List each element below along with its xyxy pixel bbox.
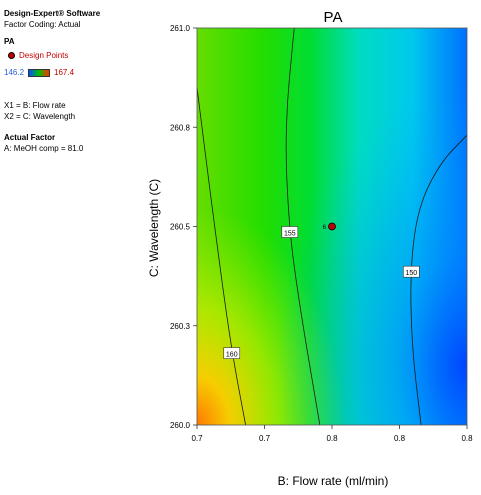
contour-label-text: 155: [284, 231, 296, 238]
contour-label-155: 155: [281, 226, 299, 238]
y-tick-label: 260.8: [170, 123, 191, 132]
scale-max: 167.4: [54, 68, 75, 77]
contour-label-160: 160: [223, 347, 241, 359]
color-scale-bar: [28, 68, 51, 77]
response-name: PA: [4, 37, 15, 46]
chart-title: PA: [324, 9, 343, 26]
design-points: 6: [323, 222, 336, 231]
y-tick-label: 260.0: [170, 421, 191, 430]
contour-label-text: 150: [405, 270, 417, 277]
contour-label-box: [402, 265, 420, 278]
x-tick-label: 0.8: [461, 434, 473, 443]
contour-label-box: [223, 347, 241, 359]
design-points-label: Design Points: [19, 51, 69, 60]
contour-line-150: [410, 134, 468, 426]
axes: 0.7 0.7 0.8 0.8 0.8 260.0 260.3 260.5 260.8 261.0: [170, 24, 473, 443]
scale-min: 146.2: [4, 68, 25, 77]
contour-label-box: [281, 226, 299, 238]
x-axis-label: B: Flow rate (ml/min): [278, 474, 389, 488]
x-tick-label: 0.8: [326, 434, 338, 443]
y-tick-label: 260.5: [170, 223, 191, 232]
x-tick-label: 0.7: [191, 434, 203, 443]
contour-label-text: 160: [226, 352, 238, 359]
factor-coding: Factor Coding: Actual: [4, 20, 81, 29]
software-name: Design-Expert® Software: [4, 9, 101, 18]
y-tick-label: 261.0: [170, 24, 191, 33]
y-tick-label: 260.3: [170, 322, 191, 331]
design-points-legend: Design Points: [8, 50, 154, 61]
contour-label-150: 150: [402, 265, 420, 278]
x-tick-label: 0.8: [394, 434, 406, 443]
x-tick-label: 0.7: [259, 434, 271, 443]
contour-line-155: [285, 27, 321, 426]
actual-factor-value: A: MeOH comp = 81.0: [4, 144, 84, 153]
contour-lines: 160 155 150: [196, 27, 468, 426]
color-scale: 146.2 167.4: [4, 67, 154, 78]
design-point-icon: [8, 52, 15, 59]
x1-definition: X1 = B: Flow rate: [4, 101, 66, 110]
design-point: [328, 222, 336, 231]
design-point-count: 6: [323, 225, 327, 231]
x2-definition: X2 = C: Wavelength: [4, 112, 76, 121]
y-axis-label: C: Wavelength (C): [147, 179, 161, 277]
sidebar: Design-Expert® Software Factor Coding: A…: [4, 8, 154, 160]
actual-factor-heading: Actual Factor: [4, 133, 56, 142]
